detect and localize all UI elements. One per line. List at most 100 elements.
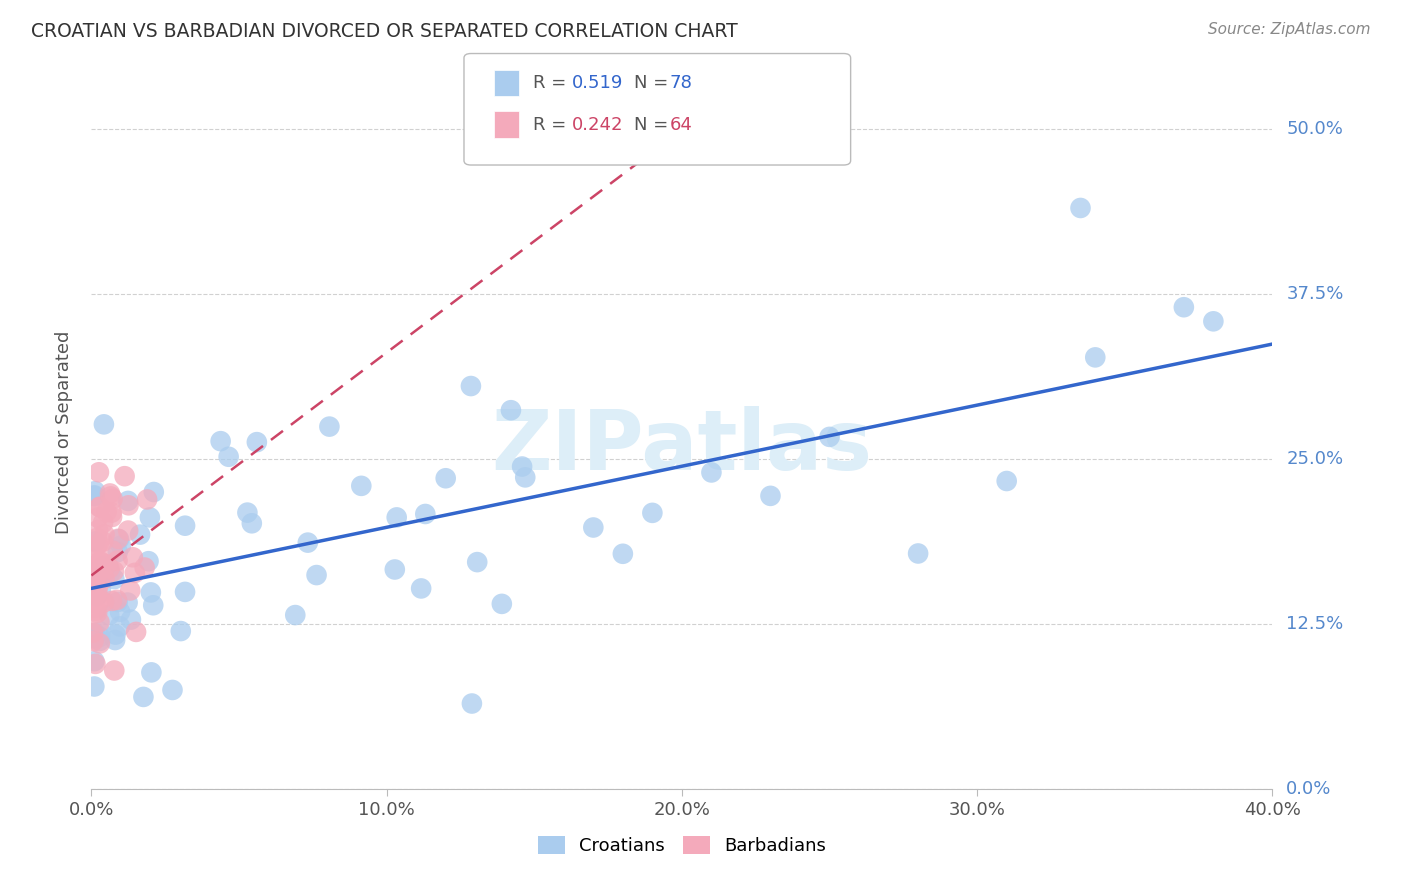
Point — [350, 479, 373, 493]
Point — [87, 465, 110, 479]
Text: 0.519: 0.519 — [572, 74, 624, 92]
Point — [305, 568, 328, 582]
Point — [117, 494, 139, 508]
Point — [87, 510, 110, 524]
Point — [84, 569, 107, 583]
Point — [83, 559, 105, 574]
Point — [101, 491, 124, 506]
Point — [83, 601, 105, 615]
Point — [104, 627, 127, 641]
Point — [136, 492, 159, 507]
Point — [87, 581, 110, 595]
Point — [134, 560, 156, 574]
Point — [91, 557, 114, 571]
Text: R =: R = — [533, 74, 572, 92]
Point — [162, 683, 184, 698]
Point — [87, 523, 110, 537]
Point — [907, 546, 929, 560]
Point — [97, 559, 120, 574]
Point — [82, 572, 104, 586]
Point — [246, 435, 269, 450]
Point — [1173, 300, 1195, 314]
Point — [89, 554, 111, 568]
Point — [86, 589, 108, 603]
Point — [100, 490, 122, 504]
Point — [465, 555, 488, 569]
Point — [103, 664, 125, 678]
Point — [84, 568, 107, 582]
Point — [318, 419, 340, 434]
Point — [93, 559, 115, 574]
Point — [87, 564, 110, 578]
Point — [83, 572, 105, 586]
Point — [107, 532, 129, 546]
Point — [759, 489, 782, 503]
Point — [129, 527, 152, 541]
Point — [83, 569, 105, 583]
Point — [170, 624, 193, 638]
Point — [84, 604, 107, 618]
Point — [117, 524, 139, 538]
Point — [141, 665, 163, 680]
Point — [98, 561, 121, 575]
Point — [240, 516, 263, 531]
Text: Source: ZipAtlas.com: Source: ZipAtlas.com — [1208, 22, 1371, 37]
Point — [120, 583, 142, 598]
Legend: Croatians, Barbadians: Croatians, Barbadians — [530, 829, 834, 863]
Point — [104, 633, 127, 648]
Point — [90, 583, 112, 598]
Point — [110, 539, 132, 553]
Point — [121, 550, 143, 565]
Point — [142, 485, 165, 500]
Point — [100, 506, 122, 520]
Point — [87, 566, 110, 581]
Point — [461, 697, 484, 711]
Point — [1084, 351, 1107, 365]
Point — [86, 531, 108, 545]
Text: R =: R = — [533, 116, 572, 134]
Text: 0.0%: 0.0% — [1286, 780, 1331, 798]
Text: 64: 64 — [669, 116, 692, 134]
Point — [515, 470, 537, 484]
Point — [491, 597, 513, 611]
Point — [98, 608, 121, 623]
Point — [86, 539, 108, 553]
Point — [139, 510, 162, 524]
Point — [499, 403, 522, 417]
Point — [84, 534, 107, 549]
Point — [101, 543, 124, 558]
Point — [82, 572, 104, 586]
Point — [86, 557, 108, 571]
Point — [82, 541, 104, 555]
Point — [83, 654, 105, 668]
Point — [641, 506, 664, 520]
Point — [89, 571, 111, 585]
Point — [82, 625, 104, 640]
Point — [82, 595, 104, 609]
Text: 78: 78 — [669, 74, 692, 92]
Point — [1202, 314, 1225, 328]
Text: 37.5%: 37.5% — [1286, 285, 1344, 303]
Point — [117, 498, 139, 512]
Point — [582, 520, 605, 534]
Text: N =: N = — [634, 116, 673, 134]
Point — [89, 593, 111, 607]
Point — [93, 417, 115, 432]
Point — [89, 636, 111, 650]
Point — [174, 518, 197, 533]
Point — [108, 533, 131, 547]
Point — [98, 486, 121, 500]
Point — [83, 631, 105, 645]
Point — [89, 624, 111, 639]
Point — [101, 594, 124, 608]
Point — [818, 430, 841, 444]
Point — [700, 466, 723, 480]
Point — [218, 450, 240, 464]
Point — [83, 626, 105, 640]
Point — [107, 545, 129, 559]
Point — [108, 619, 131, 633]
Point — [107, 595, 129, 609]
Point — [89, 615, 111, 629]
Point — [139, 585, 162, 599]
Point — [209, 434, 232, 449]
